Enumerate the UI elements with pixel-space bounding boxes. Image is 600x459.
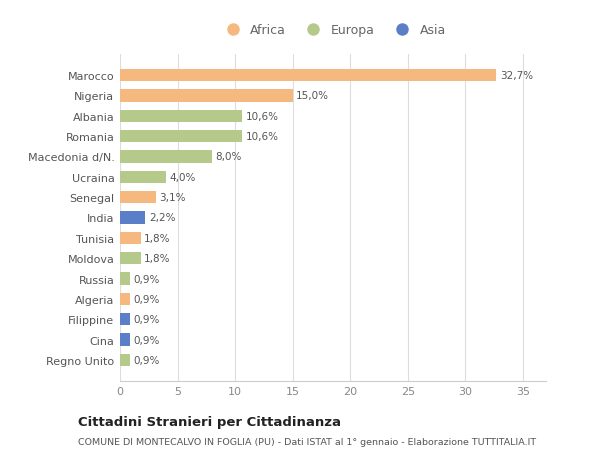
Text: Cittadini Stranieri per Cittadinanza: Cittadini Stranieri per Cittadinanza xyxy=(78,415,341,428)
Bar xyxy=(120,70,496,82)
Bar xyxy=(120,90,293,102)
Bar xyxy=(120,334,130,346)
Bar xyxy=(120,293,130,305)
Text: 0,9%: 0,9% xyxy=(134,355,160,365)
Text: 8,0%: 8,0% xyxy=(215,152,242,162)
Bar xyxy=(120,151,212,163)
Text: 0,9%: 0,9% xyxy=(134,335,160,345)
Bar xyxy=(120,354,130,366)
Text: 10,6%: 10,6% xyxy=(245,132,278,142)
Text: 4,0%: 4,0% xyxy=(170,173,196,182)
Bar xyxy=(120,273,130,285)
Text: 1,8%: 1,8% xyxy=(144,254,170,263)
Text: 15,0%: 15,0% xyxy=(296,91,329,101)
Bar xyxy=(120,313,130,325)
Text: 3,1%: 3,1% xyxy=(159,193,185,203)
Bar xyxy=(120,131,242,143)
Text: 0,9%: 0,9% xyxy=(134,274,160,284)
Bar xyxy=(120,212,145,224)
Bar xyxy=(120,111,242,123)
Text: 2,2%: 2,2% xyxy=(149,213,175,223)
Text: 0,9%: 0,9% xyxy=(134,294,160,304)
Bar xyxy=(120,252,141,265)
Text: 0,9%: 0,9% xyxy=(134,314,160,325)
Text: 32,7%: 32,7% xyxy=(500,71,533,81)
Text: 10,6%: 10,6% xyxy=(245,112,278,122)
Bar xyxy=(120,171,166,184)
Text: COMUNE DI MONTECALVO IN FOGLIA (PU) - Dati ISTAT al 1° gennaio - Elaborazione TU: COMUNE DI MONTECALVO IN FOGLIA (PU) - Da… xyxy=(78,437,536,446)
Bar xyxy=(120,232,141,244)
Bar xyxy=(120,192,155,204)
Legend: Africa, Europa, Asia: Africa, Europa, Asia xyxy=(215,19,451,42)
Text: 1,8%: 1,8% xyxy=(144,233,170,243)
